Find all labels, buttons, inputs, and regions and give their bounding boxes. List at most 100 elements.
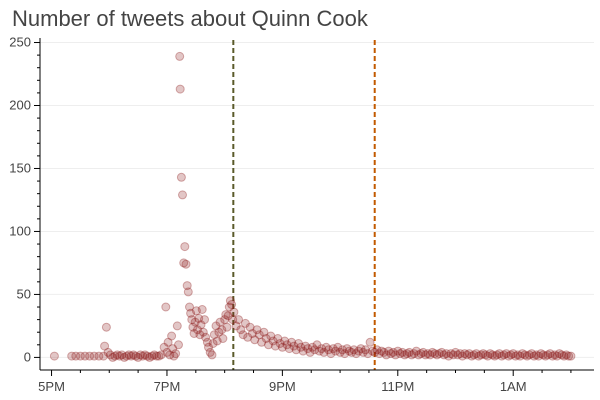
data-point — [189, 329, 199, 338]
data-point — [277, 342, 287, 352]
x-tick-label: 9PM — [269, 379, 296, 394]
data-point — [564, 351, 574, 361]
data-point — [284, 344, 294, 354]
data-point — [517, 349, 527, 359]
data-point — [187, 315, 197, 325]
data-point — [492, 350, 502, 360]
data-point — [301, 341, 310, 351]
data-point — [561, 350, 571, 360]
y-tick-label: 200 — [9, 97, 31, 112]
data-point — [485, 349, 495, 359]
data-point — [208, 339, 218, 348]
data-point — [209, 330, 219, 340]
data-point — [439, 350, 449, 360]
data-point — [457, 351, 467, 361]
data-point — [261, 334, 271, 343]
data-point — [204, 342, 213, 352]
data-point — [207, 350, 217, 360]
data-point — [181, 259, 191, 269]
data-point — [328, 344, 338, 354]
data-point — [179, 258, 189, 268]
data-point — [388, 347, 398, 357]
data-point — [280, 336, 290, 346]
y-tick-label: 150 — [9, 160, 31, 175]
data-point — [474, 351, 484, 361]
data-point — [71, 351, 81, 361]
data-point — [400, 350, 410, 360]
data-point — [103, 347, 113, 357]
data-point — [212, 336, 222, 346]
data-point — [541, 351, 550, 361]
data-point — [483, 351, 493, 361]
data-point — [129, 350, 138, 360]
data-point — [218, 334, 228, 343]
data-point — [411, 346, 421, 356]
data-point — [441, 349, 451, 359]
axes: 0 50 100 150 200 250 5PM 7PM 9PM 11PM 1AM — [9, 35, 594, 394]
data-point — [508, 349, 518, 359]
data-point — [391, 350, 400, 360]
data-point — [145, 352, 155, 362]
data-point — [194, 313, 204, 323]
data-point — [379, 347, 389, 357]
data-point — [351, 349, 361, 359]
data-point — [220, 315, 230, 325]
data-point — [291, 345, 301, 355]
data-point — [211, 321, 221, 331]
data-point — [227, 300, 237, 309]
data-point — [257, 337, 267, 347]
data-point — [349, 345, 359, 355]
data-point — [228, 315, 238, 325]
data-point — [566, 351, 576, 361]
gridlines — [40, 42, 594, 358]
data-point — [174, 340, 183, 350]
data-point — [397, 347, 407, 357]
x-tick-label: 11PM — [381, 379, 414, 394]
data-point — [543, 350, 553, 360]
data-point — [487, 350, 497, 360]
data-point — [497, 351, 507, 361]
data-point — [416, 349, 426, 359]
data-point — [273, 334, 283, 343]
data-point — [105, 350, 115, 360]
data-point — [250, 335, 260, 345]
data-point — [418, 347, 428, 357]
y-tick-label: 50 — [17, 286, 31, 301]
data-point — [215, 317, 225, 327]
data-point — [221, 310, 231, 320]
data-point — [149, 350, 159, 360]
data-point — [340, 349, 350, 359]
data-point — [122, 351, 132, 361]
data-point — [381, 350, 391, 360]
data-point — [494, 349, 504, 359]
data-point — [425, 350, 435, 360]
data-point — [324, 345, 333, 355]
data-point — [421, 350, 430, 360]
data-point — [190, 317, 200, 327]
data-point — [354, 346, 364, 356]
data-point — [395, 349, 405, 359]
data-point — [264, 340, 273, 350]
data-point — [536, 349, 546, 359]
data-point — [402, 349, 412, 359]
data-point — [548, 351, 557, 361]
data-point — [337, 345, 347, 355]
data-point — [321, 342, 331, 352]
data-point — [154, 351, 164, 361]
data-point — [238, 330, 248, 340]
data-point — [191, 306, 201, 316]
data-point — [214, 327, 224, 337]
data-point — [138, 351, 148, 361]
data-point — [156, 350, 166, 360]
data-point — [101, 322, 111, 332]
data-point — [110, 351, 120, 361]
data-point — [289, 341, 299, 351]
data-point — [296, 342, 306, 352]
data-point — [365, 337, 375, 347]
data-point — [467, 351, 477, 361]
data-point — [200, 315, 209, 325]
reference-lines — [232, 40, 376, 370]
data-point — [478, 349, 488, 359]
y-tick-label: 250 — [9, 35, 31, 50]
data-point — [451, 347, 460, 357]
